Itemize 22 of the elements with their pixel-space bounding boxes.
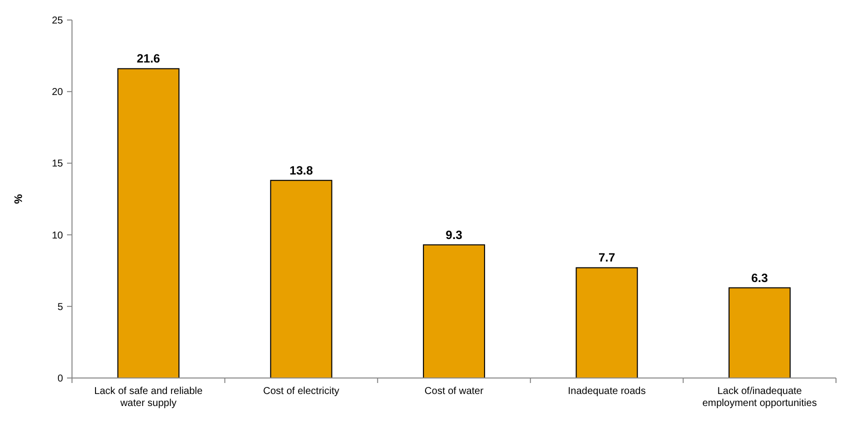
bar xyxy=(728,287,791,378)
data-label: 9.3 xyxy=(446,228,463,242)
bar xyxy=(576,267,638,378)
data-label: 13.8 xyxy=(290,163,314,178)
bar xyxy=(270,180,332,378)
y-tick-label: 25 xyxy=(52,16,64,26)
y-tick-label: 5 xyxy=(57,302,64,313)
x-tick-label: Cost of water xyxy=(424,386,484,397)
y-tick-label: 10 xyxy=(52,230,64,242)
y-axis-title: % xyxy=(13,194,25,204)
x-tick-label: Lack of/inadequate employment opportunities xyxy=(702,386,817,409)
data-label: 6.3 xyxy=(751,270,768,285)
y-tick-label: 20 xyxy=(52,87,64,98)
x-tick-label: Cost of electricity xyxy=(263,386,340,397)
data-label: 7.7 xyxy=(598,250,616,265)
data-label: 21.6 xyxy=(136,52,160,66)
bar xyxy=(117,68,180,378)
y-tick-label: 0 xyxy=(57,374,64,384)
bar xyxy=(422,244,486,378)
x-tick-label: Inadequate roads xyxy=(568,386,646,397)
x-tick-label: Lack of safe and reliable water supply xyxy=(94,386,204,409)
y-tick-label: 15 xyxy=(52,158,64,170)
